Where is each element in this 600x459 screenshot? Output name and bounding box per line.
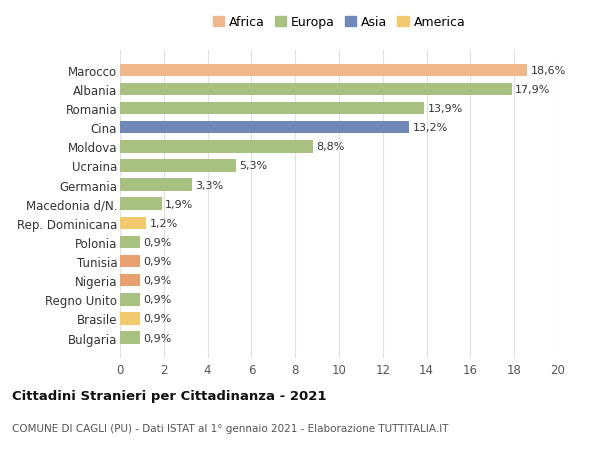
Text: 1,2%: 1,2% [149,218,178,228]
Text: 0,9%: 0,9% [143,257,171,267]
Text: COMUNE DI CAGLI (PU) - Dati ISTAT al 1° gennaio 2021 - Elaborazione TUTTITALIA.I: COMUNE DI CAGLI (PU) - Dati ISTAT al 1° … [12,424,449,433]
Text: 8,8%: 8,8% [316,142,344,152]
Bar [120,313,140,325]
Bar [120,64,527,77]
Bar [120,84,512,96]
Legend: Africa, Europa, Asia, America: Africa, Europa, Asia, America [210,14,468,32]
Text: 13,2%: 13,2% [412,123,448,133]
Bar [120,255,140,268]
Bar [120,236,140,249]
Text: 5,3%: 5,3% [239,161,268,171]
Text: 0,9%: 0,9% [143,237,171,247]
Bar [120,293,140,306]
Bar [120,179,192,191]
Text: 1,9%: 1,9% [165,199,193,209]
Text: 17,9%: 17,9% [515,85,551,95]
Text: 0,9%: 0,9% [143,275,171,285]
Bar [120,198,161,211]
Text: 13,9%: 13,9% [428,104,463,114]
Bar [120,332,140,344]
Bar [120,122,409,134]
Text: 0,9%: 0,9% [143,333,171,343]
Text: 0,9%: 0,9% [143,314,171,324]
Bar [120,274,140,287]
Text: 3,3%: 3,3% [196,180,224,190]
Text: 18,6%: 18,6% [530,66,566,76]
Bar [120,141,313,153]
Bar [120,103,424,115]
Bar [120,160,236,172]
Text: 0,9%: 0,9% [143,295,171,305]
Bar [120,217,146,230]
Text: Cittadini Stranieri per Cittadinanza - 2021: Cittadini Stranieri per Cittadinanza - 2… [12,389,326,403]
